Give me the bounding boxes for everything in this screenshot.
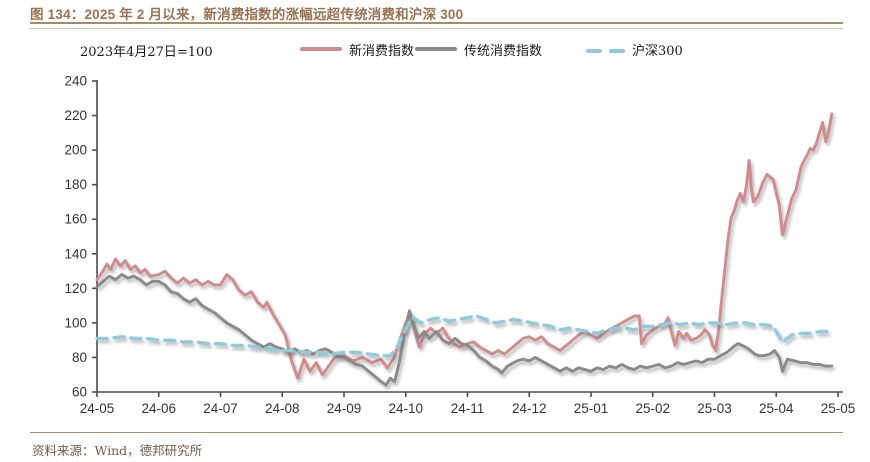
x-tick-label: 25-05 (821, 401, 856, 416)
legend-swatch-csi300 (586, 40, 625, 58)
title-divider (30, 22, 843, 29)
x-tick-label: 24-09 (327, 401, 362, 416)
series-line (95, 273, 834, 387)
y-tick-label: 80 (72, 350, 87, 365)
page-title: 图 134：2025 年 2 月以来，新消费指数的涨幅远超传统消费和沪深 300 (30, 7, 464, 22)
x-tick-label: 24-08 (265, 401, 300, 416)
series-line (95, 112, 834, 380)
y-tick-label: 220 (64, 108, 87, 123)
legend-swatch-traditional-consumption (415, 47, 457, 51)
chart-legend: 2023年4月27日=100 新消费指数 传统消费指数 沪深300 (0, 38, 870, 61)
y-tick-label: 140 (64, 246, 87, 261)
x-tick-label: 25-01 (574, 401, 609, 416)
x-tick-label: 24-07 (203, 401, 238, 416)
x-tick-label: 25-04 (759, 401, 794, 416)
legend-swatch-new-consumption (300, 47, 342, 51)
x-tick-label: 25-02 (635, 401, 670, 416)
y-tick-label: 180 (64, 177, 87, 192)
footer-divider (30, 432, 843, 433)
source-note: 资料来源：Wind，德邦研究所 (32, 443, 203, 458)
y-tick-label: 60 (72, 385, 87, 400)
legend-item-new-consumption: 新消费指数 (300, 38, 414, 60)
legend-item-csi300: 沪深300 (586, 38, 683, 60)
x-tick-label: 24-11 (451, 401, 485, 416)
legend-label-csi300: 沪深300 (632, 43, 683, 59)
x-tick-label: 24-06 (141, 401, 176, 416)
x-tick-label: 24-05 (80, 401, 115, 416)
y-tick-label: 240 (64, 74, 87, 89)
legend-label-traditional-consumption: 传统消费指数 (464, 43, 543, 59)
y-tick-label: 120 (64, 281, 87, 296)
y-tick-label: 160 (64, 212, 87, 227)
x-tick-label: 25-03 (697, 401, 732, 416)
y-tick-label: 100 (64, 315, 87, 330)
x-tick-label: 24-12 (512, 401, 547, 416)
x-tick-label: 24-10 (388, 401, 423, 416)
legend-item-traditional-consumption: 传统消费指数 (415, 38, 542, 60)
y-tick-label: 200 (64, 143, 87, 158)
series-csi300 (95, 314, 831, 358)
index-base-label: 2023年4月27日=100 (80, 45, 213, 60)
legend-label-new-consumption: 新消费指数 (349, 43, 415, 59)
